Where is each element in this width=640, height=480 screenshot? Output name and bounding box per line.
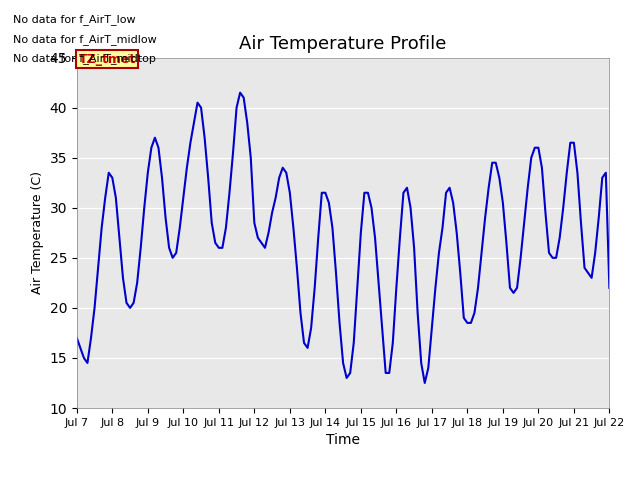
Text: TZ_tmet: TZ_tmet	[79, 53, 136, 66]
Text: No data for f_AirT_low: No data for f_AirT_low	[13, 14, 136, 25]
Title: Air Temperature Profile: Air Temperature Profile	[239, 35, 447, 53]
X-axis label: Time: Time	[326, 433, 360, 447]
Y-axis label: Air Temperature (C): Air Temperature (C)	[31, 171, 44, 294]
Legend: 	[338, 455, 348, 465]
Text: No data for f_AirT_midtop: No data for f_AirT_midtop	[13, 53, 156, 64]
Text: No data for f_AirT_midlow: No data for f_AirT_midlow	[13, 34, 157, 45]
